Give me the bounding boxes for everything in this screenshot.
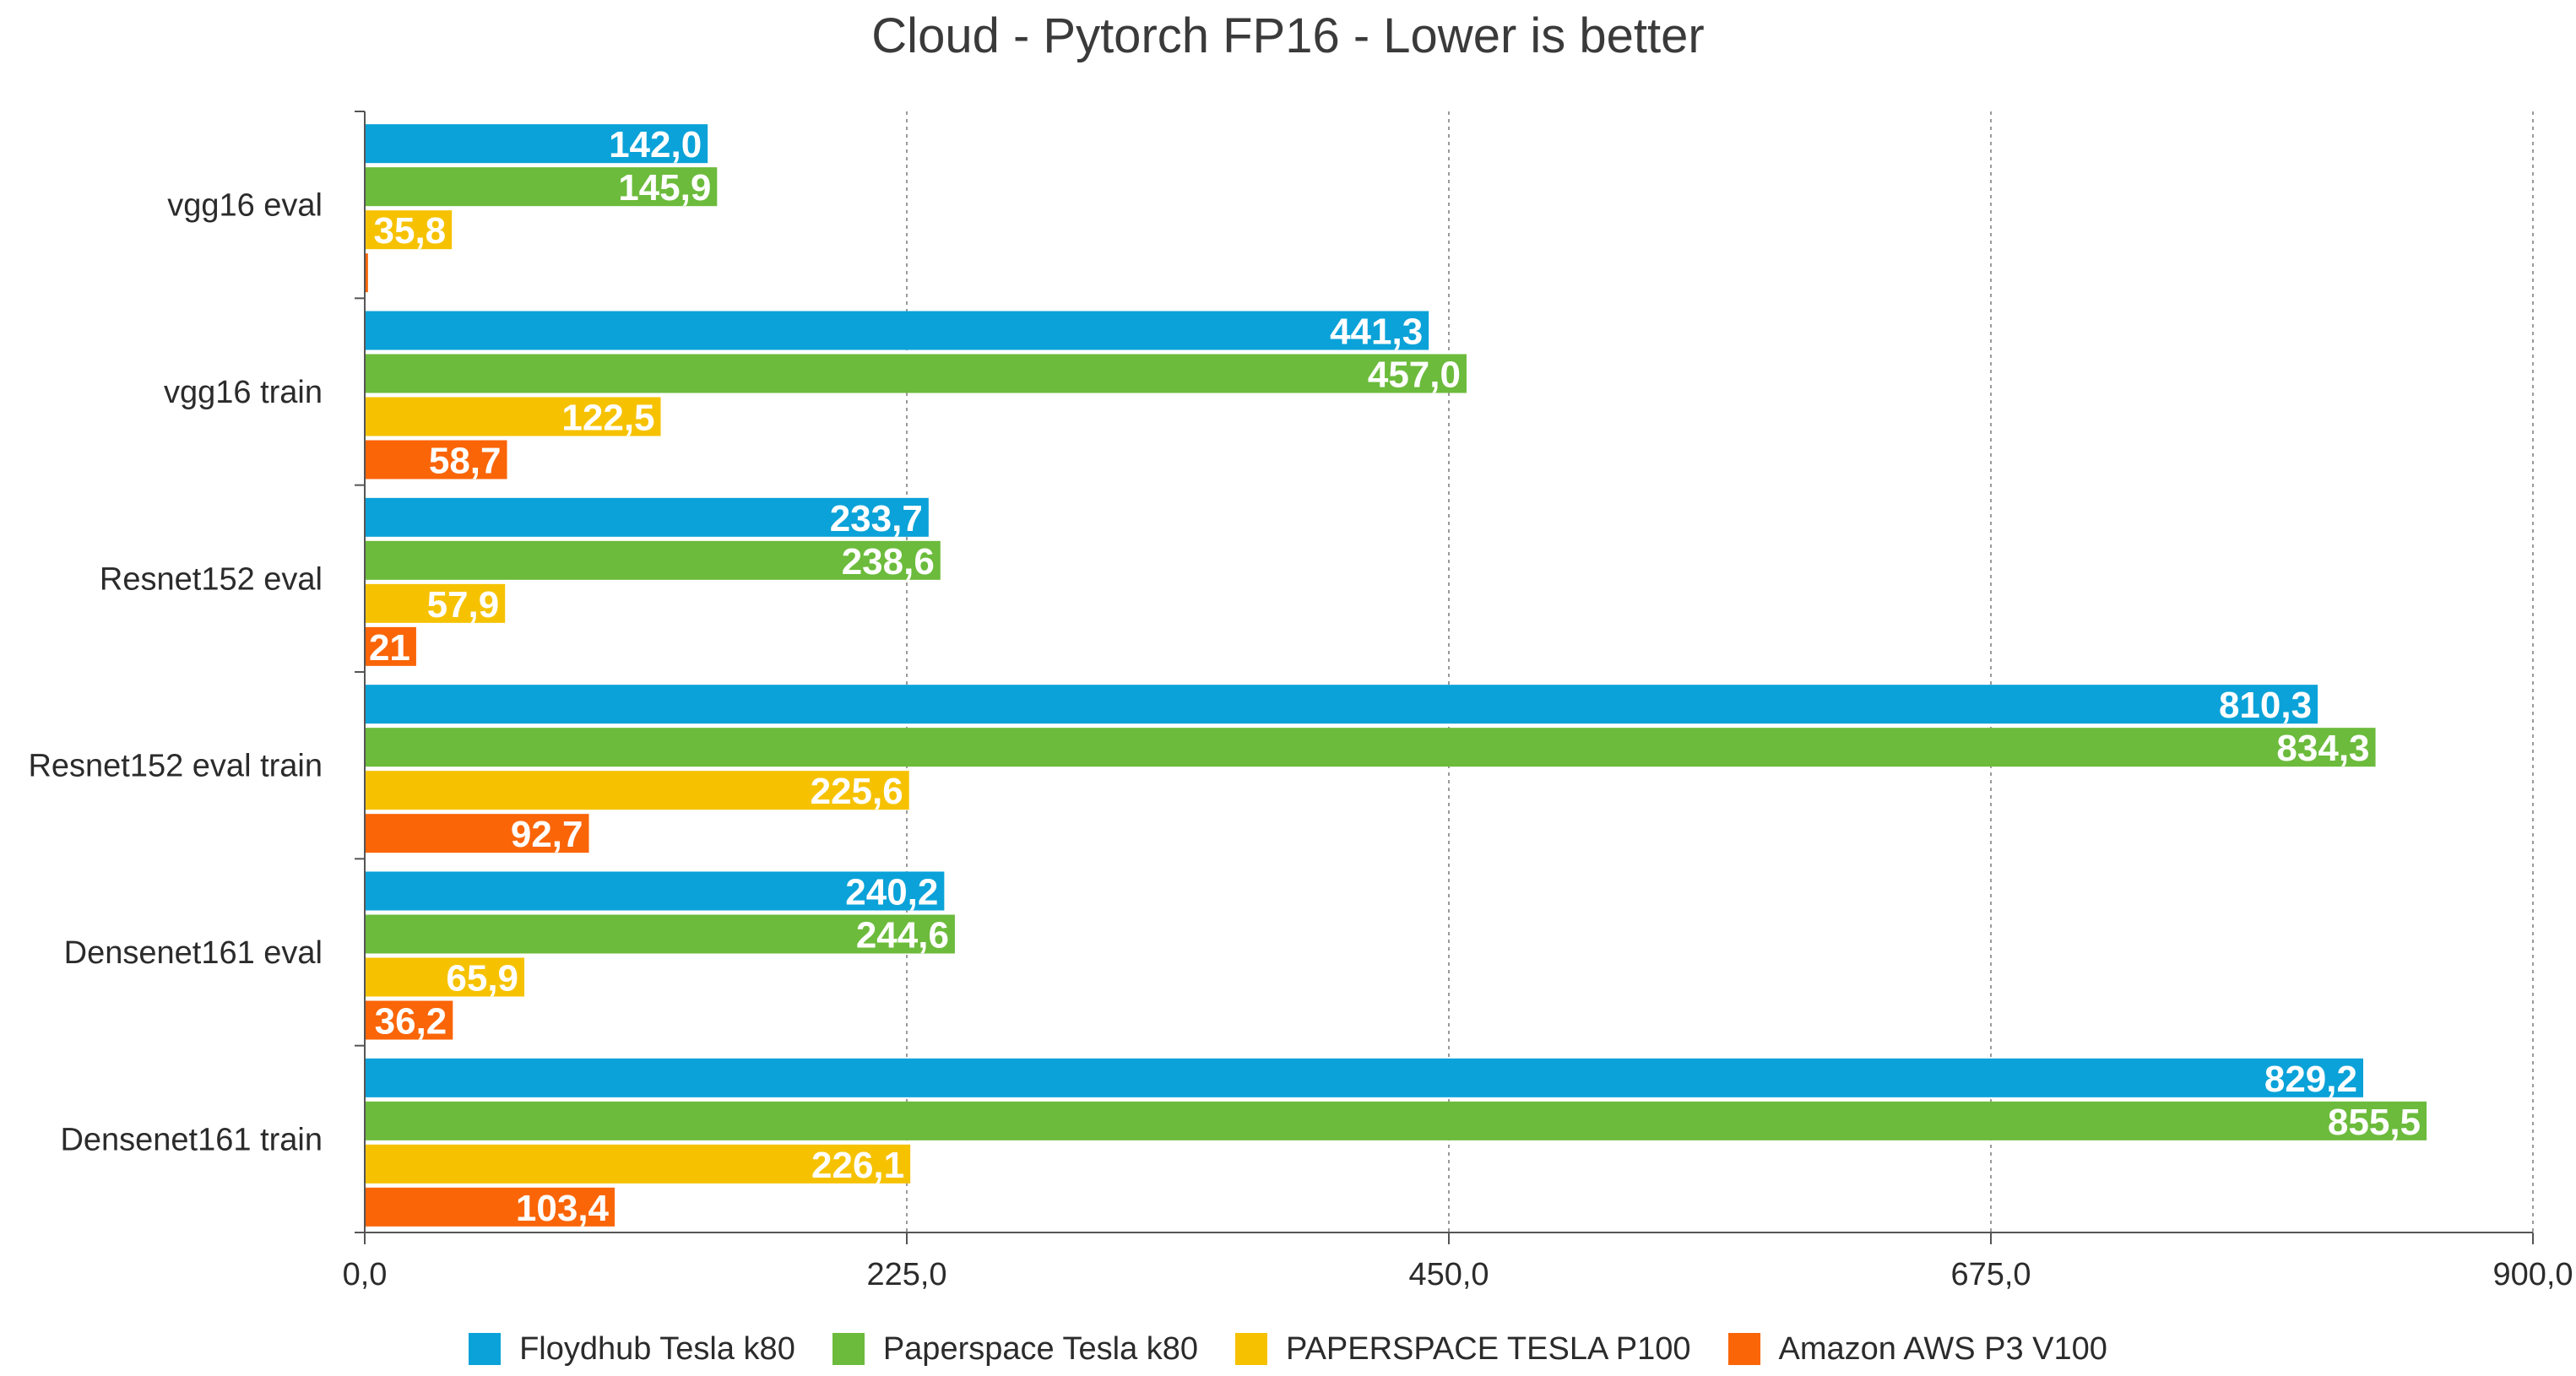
bar [366,871,945,911]
legend-swatch [1235,1333,1268,1365]
data-label: 21 [369,627,410,669]
category-label: vgg16 train [164,375,323,410]
legend-swatch [1727,1333,1760,1365]
bar [366,397,661,436]
bar [366,914,955,954]
data-label: 92,7 [511,814,583,855]
bars [366,124,2427,1227]
bar [366,124,708,164]
data-label: 238,6 [842,541,935,582]
legend-label: Paperspace Tesla k80 [882,1330,1199,1367]
data-label: 233,7 [830,498,923,539]
bar [366,1000,453,1040]
legend-item: Floydhub Tesla k80 [469,1331,795,1368]
data-label: 65,9 [446,958,518,999]
data-label: 103,4 [516,1188,610,1229]
bar [366,253,368,293]
category-label: vgg16 eval [167,188,323,224]
data-label: 244,6 [856,915,949,956]
data-label: 1 [341,253,361,295]
bar [366,1101,2427,1140]
axes: 0,0 225,0 450,0 675,0 900,0 vgg16 eval vgg16 t… [28,111,2573,1292]
legend-item: Amazon AWS P3 V100 [1727,1330,2107,1368]
data-label: 855,5 [2328,1102,2421,1143]
data-label: 810,3 [2219,685,2312,726]
category-label: Resnet152 eval [100,561,323,597]
bar [366,497,929,537]
x-tick-label: 450,0 [1408,1257,1489,1292]
data-label: 122,5 [561,398,654,439]
bar [366,1187,616,1227]
bar [366,540,941,580]
bar [366,210,453,250]
data-labels: 142,0145,935,81441,3457,0122,558,7233,72… [341,124,2421,1229]
bar [366,354,1467,393]
data-label: 225,6 [811,771,903,812]
bar [366,957,525,997]
bar [366,771,909,810]
data-label: 145,9 [618,167,711,209]
bar [366,1144,911,1184]
bar [366,685,2318,724]
x-tick-label: 0,0 [343,1257,388,1292]
legend-label: Amazon AWS P3 V100 [1778,1330,2107,1367]
chart-title: Cloud - Pytorch FP16 - Lower is better [871,8,1705,63]
data-label: 834,3 [2276,728,2369,769]
data-label: 36,2 [375,1001,447,1043]
category-label: Resnet152 eval train [28,749,323,784]
x-tick-label: 675,0 [1950,1257,2031,1292]
bar [366,814,589,853]
data-label: 57,9 [427,584,500,626]
bar [366,728,2376,767]
category-label: Densenet161 train [60,1122,323,1157]
legend-item: PAPERSPACE TESLA P100 [1235,1330,1691,1368]
legend: Floydhub Tesla k80 Paperspace Tesla k80 PA… [0,1324,2576,1374]
data-label: 58,7 [429,441,502,482]
legend-label: PAPERSPACE TESLA P100 [1286,1330,1691,1367]
bar [366,167,718,207]
bar [366,1058,2363,1097]
bar [366,626,416,666]
x-tick-label: 225,0 [866,1257,946,1292]
data-label: 142,0 [609,124,702,165]
legend-item: Paperspace Tesla k80 [832,1331,1198,1368]
data-label: 829,2 [2264,1059,2357,1100]
x-tick-label: 900,0 [2492,1257,2573,1292]
bar [366,440,507,479]
data-label: 457,0 [1368,355,1461,396]
bar [366,583,506,623]
bar [366,311,1429,350]
data-label: 226,1 [811,1145,904,1186]
legend-swatch [469,1333,502,1365]
category-label: Densenet161 eval [64,935,323,971]
data-label: 35,8 [374,210,447,252]
data-label: 240,2 [845,872,938,913]
legend-swatch [832,1333,865,1365]
legend-label: Floydhub Tesla k80 [519,1330,795,1367]
data-label: 441,3 [1330,311,1423,353]
